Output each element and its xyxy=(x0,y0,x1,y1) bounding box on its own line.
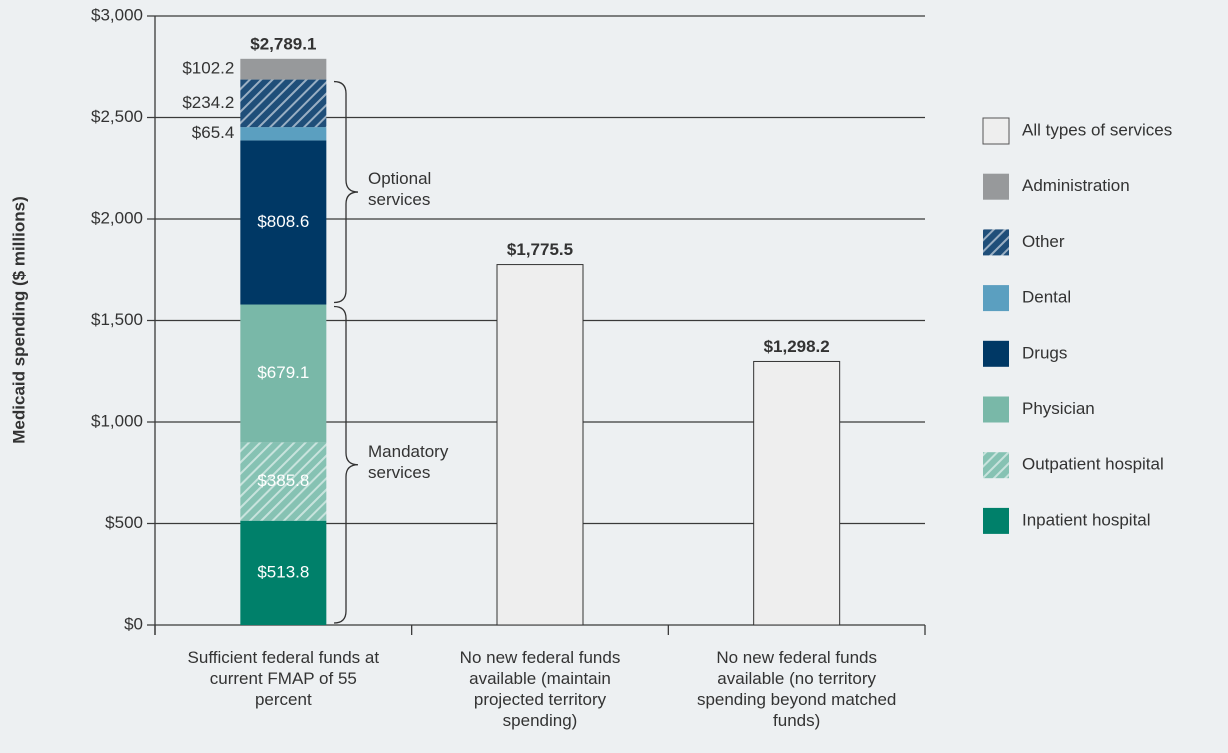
x-tick-label: Sufficient federal funds at current FMAP… xyxy=(187,648,380,709)
value-label: $679.1 xyxy=(257,363,309,382)
bar-segment xyxy=(496,264,584,626)
legend-label: Physician xyxy=(1022,399,1095,418)
legend-swatch xyxy=(982,117,1010,145)
legend-swatch xyxy=(983,340,1009,367)
total-label: $1,775.5 xyxy=(507,240,573,259)
bar-segment xyxy=(240,520,327,625)
brace xyxy=(333,305,359,624)
legend-label: Administration xyxy=(1022,176,1130,195)
value-label: $385.8 xyxy=(257,471,309,490)
bar-segment xyxy=(240,127,327,141)
y-tick-label: $1,000 xyxy=(91,411,143,430)
value-label: $65.4 xyxy=(192,123,235,142)
total-label: $1,298.2 xyxy=(764,337,830,356)
value-label: $102.2 xyxy=(182,59,234,78)
y-tick-label: $3,000 xyxy=(91,5,143,24)
value-label: $808.6 xyxy=(257,212,309,231)
bar-segment xyxy=(240,58,327,80)
legend-label: Other xyxy=(1022,232,1065,251)
y-tick-label: $500 xyxy=(105,513,143,532)
y-tick-label: $2,000 xyxy=(91,208,143,227)
annotation: Optional services xyxy=(368,169,432,210)
legend-swatch xyxy=(983,285,1009,312)
bar-segment xyxy=(240,442,327,521)
legend-swatch xyxy=(983,452,1009,479)
total-label: $2,789.1 xyxy=(250,34,316,53)
x-tick-label: No new federal funds available (no terri… xyxy=(696,648,897,730)
legend-label: Outpatient hospital xyxy=(1022,455,1164,474)
legend-swatch xyxy=(983,229,1009,256)
value-label: $234.2 xyxy=(182,93,234,112)
legend-swatch xyxy=(983,396,1009,423)
y-tick-label: $0 xyxy=(124,614,143,633)
bar-segment xyxy=(240,304,327,443)
legend-label: Dental xyxy=(1022,288,1071,307)
bar-segment xyxy=(753,360,841,626)
brace xyxy=(333,80,359,304)
legend-label: Drugs xyxy=(1022,343,1067,362)
legend-label: All types of services xyxy=(1022,120,1172,139)
legend-swatch xyxy=(983,173,1009,200)
annotation: Mandatory services xyxy=(368,441,449,482)
value-label: $513.8 xyxy=(257,562,309,581)
legend-label: Inpatient hospital xyxy=(1022,510,1151,529)
x-tick-label: No new federal funds available (maintain… xyxy=(459,648,621,730)
y-tick-label: $2,500 xyxy=(91,107,143,126)
y-tick-label: $1,500 xyxy=(91,310,143,329)
bar-segment xyxy=(240,140,327,305)
legend-swatch xyxy=(983,507,1009,534)
y-axis-label: Medicaid spending ($ millions) xyxy=(9,196,28,443)
bar-segment xyxy=(240,79,327,128)
